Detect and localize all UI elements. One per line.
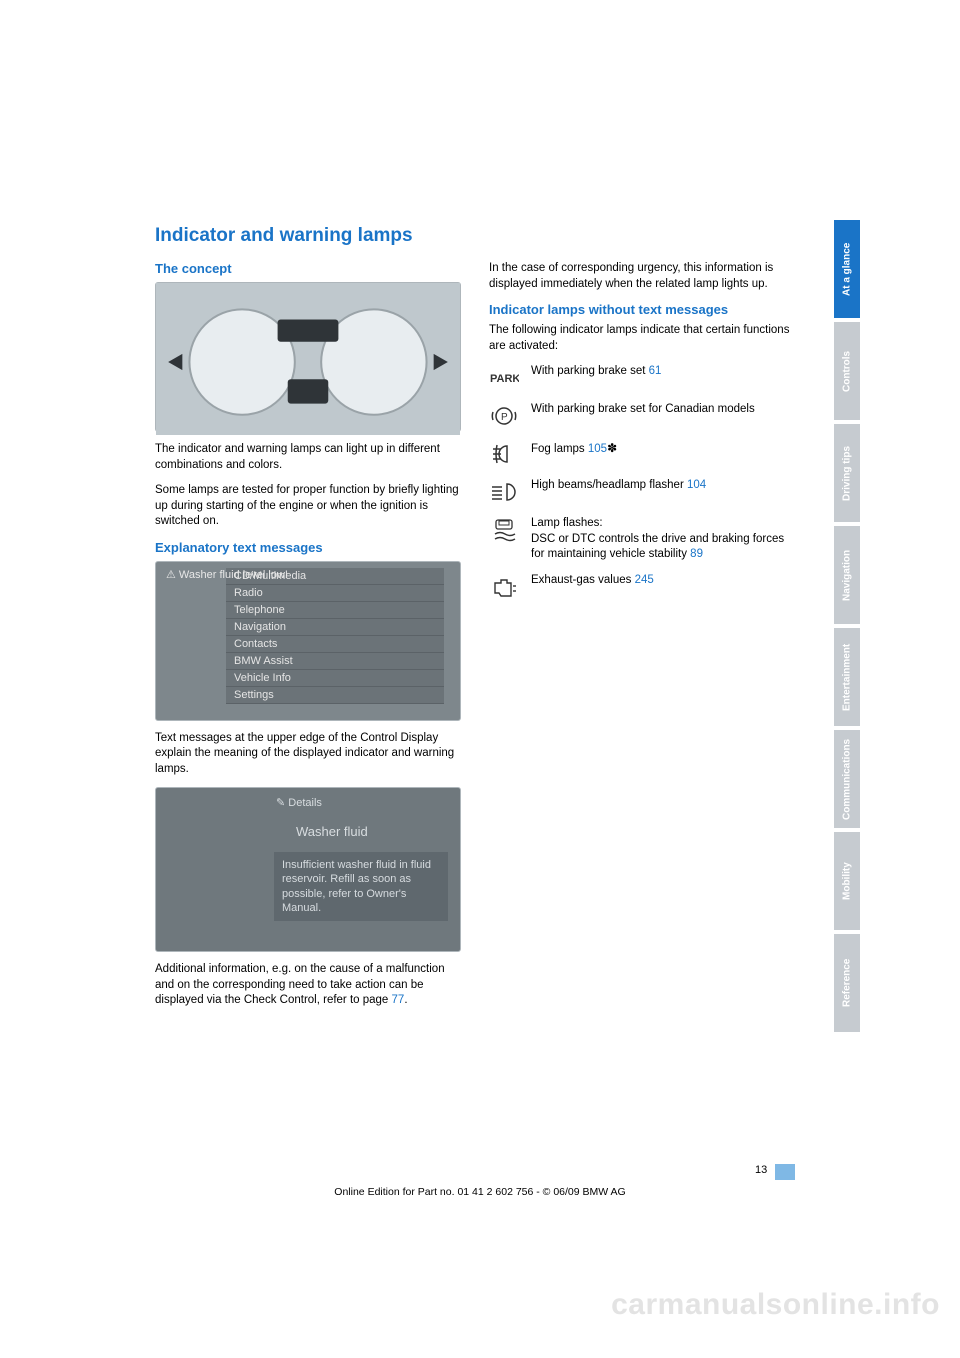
indicator-text: Exhaust-gas values 245 — [531, 573, 654, 589]
menu-item: Telephone — [226, 602, 444, 619]
tab-at-a-glance[interactable]: At a glance — [834, 220, 860, 318]
paragraph: The following indicator lamps indicate t… — [489, 323, 795, 354]
subhead-indicator-lamps: Indicator lamps without text messages — [489, 302, 795, 317]
detail-tab-label: ✎ Details — [276, 796, 322, 809]
indicator-text: High beams/headlamp flasher 104 — [531, 478, 706, 494]
control-display-detail-image: ✎ Details Washer fluid Insufficient wash… — [155, 787, 461, 952]
svg-text:PARK: PARK — [490, 373, 519, 385]
control-display-menu-image: ⚠ Washer fluid level low! CD/Multimedia … — [155, 561, 461, 721]
footer-text: Online Edition for Part no. 01 41 2 602 … — [0, 1186, 960, 1198]
tab-controls[interactable]: Controls — [834, 322, 860, 420]
subhead-concept: The concept — [155, 261, 461, 276]
tab-entertainment[interactable]: Entertainment — [834, 628, 860, 726]
paragraph: Some lamps are tested for proper functio… — [155, 483, 461, 530]
fog-lamp-icon — [489, 440, 519, 468]
tab-mobility[interactable]: Mobility — [834, 832, 860, 930]
indicator-text: With parking brake set for Canadian mode… — [531, 402, 755, 418]
right-column: In the case of corresponding urgency, th… — [489, 261, 795, 1019]
left-column: The concept The indicator and warning la… — [155, 261, 461, 1019]
page-content: Indicator and warning lamps The concept … — [155, 225, 795, 1019]
menu-item: Navigation — [226, 619, 444, 636]
indicator-row-park-ca: P With parking brake set for Canadian mo… — [489, 402, 795, 430]
paragraph: In the case of corresponding urgency, th… — [489, 261, 795, 292]
svg-text:P: P — [501, 412, 508, 423]
menu-item: Vehicle Info — [226, 670, 444, 687]
instrument-cluster-image — [155, 282, 461, 432]
indicator-text: Fog lamps 105✽ — [531, 440, 617, 458]
subhead-explanatory: Explanatory text messages — [155, 540, 461, 555]
page-link-77[interactable]: 77 — [392, 994, 405, 1006]
indicator-text: Lamp flashes: DSC or DTC controls the dr… — [531, 516, 795, 563]
warning-banner: ⚠ Washer fluid level low! — [166, 568, 288, 581]
indicator-row-park: PARK With parking brake set 61 — [489, 364, 795, 392]
page-link-104[interactable]: 104 — [687, 479, 706, 491]
page-link-245[interactable]: 245 — [635, 574, 654, 586]
page-number: 13 — [755, 1164, 767, 1176]
menu-item: BMW Assist — [226, 653, 444, 670]
menu-item: Settings — [226, 687, 444, 704]
paragraph: Additional information, e.g. on the caus… — [155, 962, 461, 1009]
two-column-layout: The concept The indicator and warning la… — [155, 261, 795, 1019]
footnote-star: ✽ — [607, 441, 617, 455]
engine-icon — [489, 573, 519, 601]
indicator-text: With parking brake set 61 — [531, 364, 661, 380]
paragraph: Text messages at the upper edge of the C… — [155, 731, 461, 778]
page-link-61[interactable]: 61 — [649, 365, 662, 377]
indicator-row-dsc: Lamp flashes: DSC or DTC controls the dr… — [489, 516, 795, 563]
menu-list: CD/Multimedia Radio Telephone Navigation… — [156, 562, 460, 704]
page-link-105[interactable]: 105 — [588, 443, 607, 455]
indicator-row-highbeam: High beams/headlamp flasher 104 — [489, 478, 795, 506]
page-number-bar — [775, 1164, 795, 1180]
menu-item: Contacts — [226, 636, 444, 653]
menu-item: Radio — [226, 585, 444, 602]
indicator-row-exhaust: Exhaust-gas values 245 — [489, 573, 795, 601]
paragraph-text: . — [404, 994, 407, 1006]
section-title: Indicator and warning lamps — [155, 225, 795, 247]
tab-driving-tips[interactable]: Driving tips — [834, 424, 860, 522]
tab-navigation[interactable]: Navigation — [834, 526, 860, 624]
detail-message: Insufficient washer fluid in fluid reser… — [274, 852, 448, 921]
tab-communications[interactable]: Communications — [834, 730, 860, 828]
tab-reference[interactable]: Reference — [834, 934, 860, 1032]
indicator-row-fog: Fog lamps 105✽ — [489, 440, 795, 468]
park-text-icon: PARK — [489, 364, 519, 392]
paragraph: The indicator and warning lamps can ligh… — [155, 442, 461, 473]
dsc-skid-icon — [489, 516, 519, 544]
page-link-89[interactable]: 89 — [690, 548, 703, 560]
park-circle-icon: P — [489, 402, 519, 430]
watermark: carmanualsonline.info — [611, 1288, 940, 1322]
high-beam-icon — [489, 478, 519, 506]
detail-heading: Washer fluid — [296, 824, 368, 839]
section-tabs: At a glance Controls Driving tips Naviga… — [834, 220, 860, 1036]
